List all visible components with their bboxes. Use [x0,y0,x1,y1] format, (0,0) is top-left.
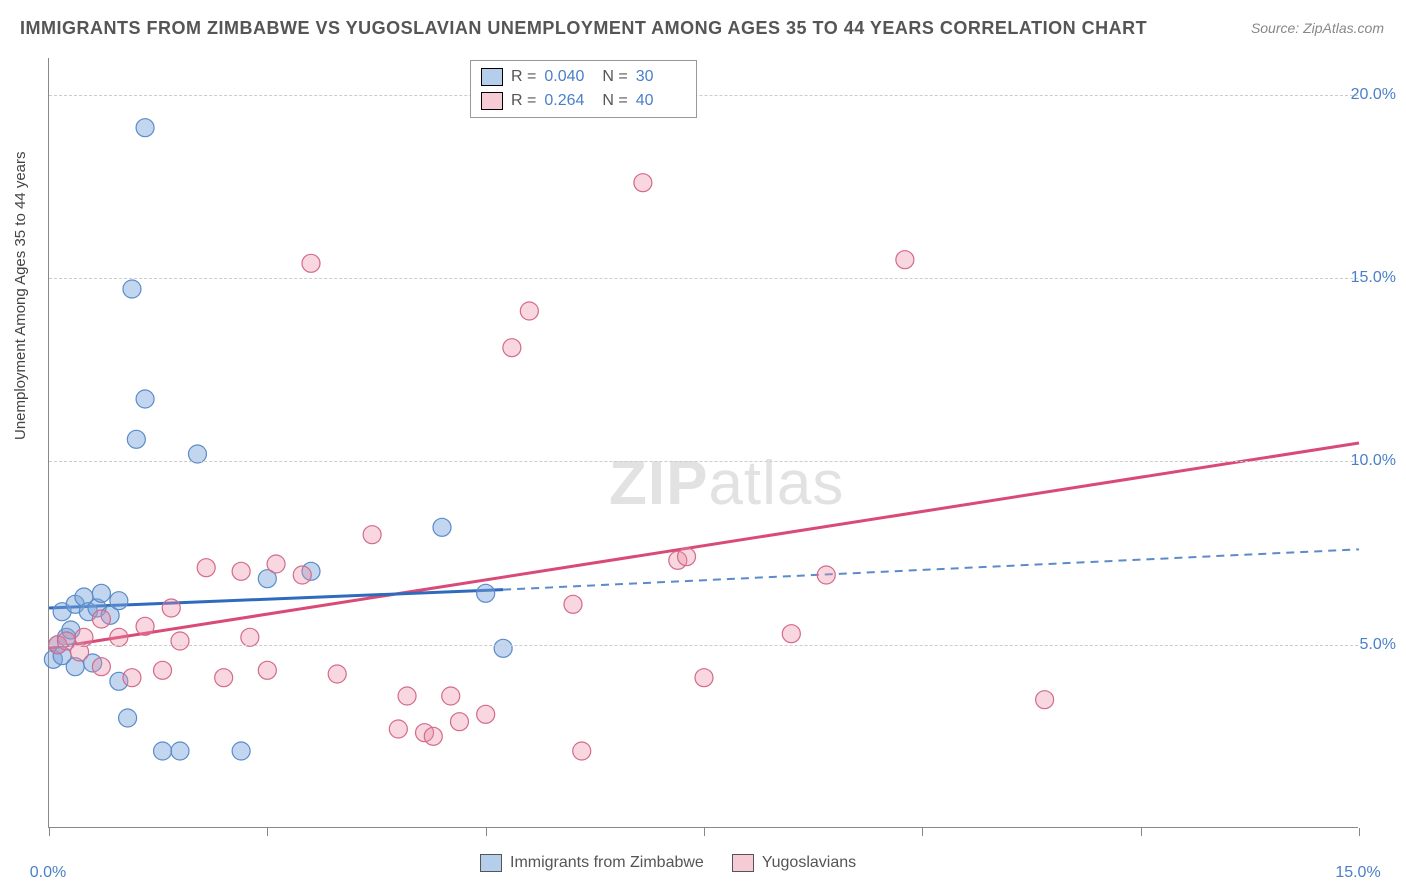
data-point [678,548,696,566]
data-point [92,658,110,676]
legend-item: Yugoslavians [732,854,856,872]
data-point [389,720,407,738]
plot-area: ZIPatlas [48,58,1358,828]
y-tick-label: 10.0% [1351,452,1396,470]
data-point [136,617,154,635]
data-point [363,526,381,544]
data-point [1036,691,1054,709]
n-value: 30 [636,68,686,86]
legend-swatch-icon [481,92,503,110]
data-point [564,595,582,613]
n-label: N = [602,92,627,110]
r-value: 0.264 [544,92,594,110]
data-point [267,555,285,573]
data-point [136,119,154,137]
data-point [171,632,189,650]
data-point [171,742,189,760]
data-point [573,742,591,760]
data-point [123,280,141,298]
legend-swatch-icon [480,854,502,872]
n-value: 40 [636,92,686,110]
legend-label: Yugoslavians [762,854,856,872]
data-point [188,445,206,463]
data-point [634,174,652,192]
n-label: N = [602,68,627,86]
x-tick [1141,828,1142,836]
data-point [328,665,346,683]
data-point [433,518,451,536]
gridline [49,95,1358,96]
data-point [695,669,713,687]
data-point [442,687,460,705]
data-point [494,639,512,657]
data-point [110,592,128,610]
x-tick [704,828,705,836]
legend-row: R = 0.040 N = 30 [481,65,686,89]
x-tick [922,828,923,836]
data-point [450,713,468,731]
y-tick-label: 15.0% [1351,269,1396,287]
data-point [477,584,495,602]
data-point [127,430,145,448]
data-point [896,251,914,269]
data-point [503,339,521,357]
chart-title: IMMIGRANTS FROM ZIMBABWE VS YUGOSLAVIAN … [20,18,1147,39]
r-label: R = [511,68,536,86]
x-tick-label: 0.0% [30,864,66,882]
x-tick-label: 15.0% [1335,864,1380,882]
data-point [110,628,128,646]
data-point [75,628,93,646]
data-point [424,727,442,745]
data-point [782,625,800,643]
legend-item: Immigrants from Zimbabwe [480,854,704,872]
x-tick [1359,828,1360,836]
data-point [154,742,172,760]
series-legend: Immigrants from Zimbabwe Yugoslavians [480,854,856,872]
data-point [136,390,154,408]
y-tick-label: 5.0% [1360,636,1396,654]
data-point [92,584,110,602]
data-point [123,669,141,687]
data-point [293,566,311,584]
x-tick [267,828,268,836]
data-point [197,559,215,577]
data-point [398,687,416,705]
x-tick [49,828,50,836]
correlation-legend: R = 0.040 N = 30 R = 0.264 N = 40 [470,60,697,118]
data-point [241,628,259,646]
data-point [302,254,320,272]
data-point [119,709,137,727]
gridline [49,278,1358,279]
source-label: Source: ZipAtlas.com [1251,20,1384,36]
legend-swatch-icon [732,854,754,872]
data-point [232,562,250,580]
trendline-yugoslavians [49,443,1359,648]
gridline [49,461,1358,462]
legend-swatch-icon [481,68,503,86]
x-tick [486,828,487,836]
trendline-zimbabwe-dashed [503,549,1359,589]
data-point [258,661,276,679]
data-point [520,302,538,320]
legend-label: Immigrants from Zimbabwe [510,854,704,872]
legend-row: R = 0.264 N = 40 [481,89,686,113]
data-point [92,610,110,628]
data-point [154,661,172,679]
r-value: 0.040 [544,68,594,86]
data-point [477,705,495,723]
y-tick-label: 20.0% [1351,86,1396,104]
gridline [49,645,1358,646]
data-point [817,566,835,584]
data-point [162,599,180,617]
y-axis-label: Unemployment Among Ages 35 to 44 years [12,151,29,440]
data-point [215,669,233,687]
r-label: R = [511,92,536,110]
chart-container: IMMIGRANTS FROM ZIMBABWE VS YUGOSLAVIAN … [0,0,1406,892]
data-point [232,742,250,760]
scatter-plot [49,58,1358,827]
